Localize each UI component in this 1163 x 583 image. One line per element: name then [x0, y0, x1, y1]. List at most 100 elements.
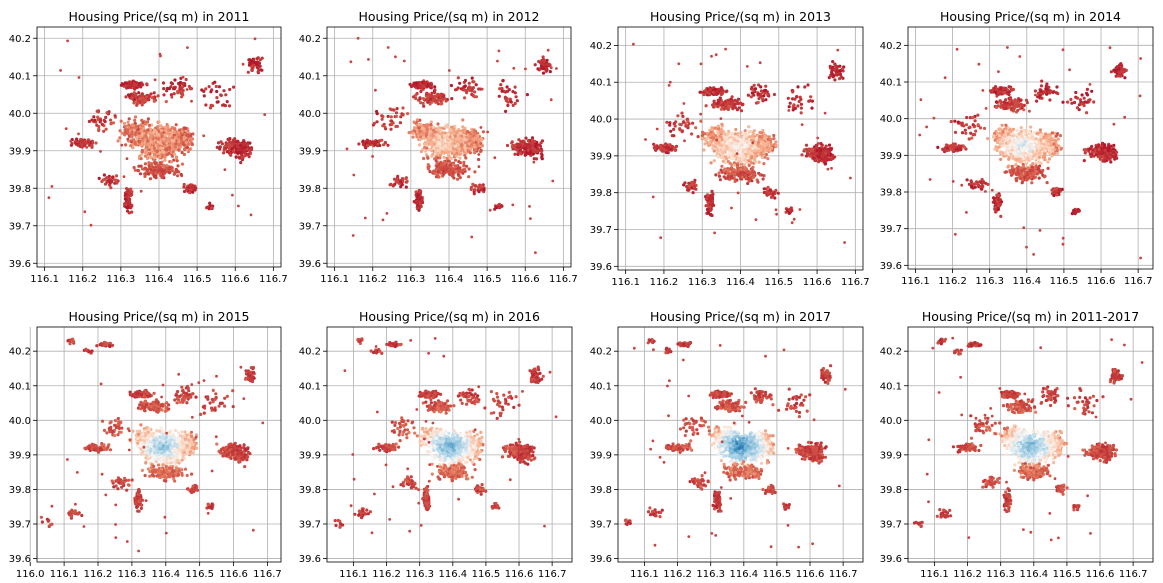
data-point [155, 149, 160, 153]
data-point [480, 184, 484, 188]
data-point [185, 88, 189, 91]
data-point [716, 124, 720, 128]
data-point [726, 107, 731, 112]
data-point [450, 173, 454, 177]
data-point [474, 147, 478, 152]
data-point [754, 137, 758, 141]
data-point [720, 122, 724, 126]
data-point [172, 172, 176, 176]
data-point [417, 143, 422, 147]
data-point [115, 180, 119, 184]
data-point [143, 166, 147, 170]
data-point [153, 128, 157, 132]
data-point [164, 148, 169, 152]
data-point [463, 84, 467, 88]
data-point [180, 174, 184, 178]
data-point [441, 140, 445, 144]
data-point [143, 134, 147, 138]
data-point [730, 131, 734, 135]
data-point [482, 188, 486, 192]
data-point [768, 148, 772, 153]
data-point [469, 86, 473, 90]
data-point [753, 142, 757, 146]
data-point [524, 67, 527, 71]
data-point [443, 166, 447, 170]
data-point [422, 156, 426, 161]
data-point [714, 173, 718, 177]
data-point [472, 80, 476, 84]
data-point [528, 205, 531, 208]
data-point [747, 163, 751, 168]
data-point [213, 80, 217, 84]
data-point [182, 185, 186, 189]
data-point [462, 160, 466, 164]
data-point [162, 131, 166, 135]
y-tick-label: 39.8 [590, 188, 612, 199]
data-point [434, 136, 438, 140]
data-point [167, 146, 171, 150]
data-point [167, 143, 172, 147]
data-point [390, 119, 394, 123]
data-point [97, 176, 101, 180]
data-point [549, 66, 553, 70]
data-point [513, 101, 517, 106]
data-point [436, 156, 440, 160]
y-tick-label: 39.6 [9, 259, 31, 270]
data-point [218, 147, 222, 151]
data-point [750, 151, 754, 156]
data-point [137, 131, 142, 135]
data-point [181, 75, 185, 79]
data-point [143, 98, 147, 102]
data-point [412, 129, 416, 133]
data-point [473, 184, 477, 188]
data-point [126, 137, 130, 141]
data-point [456, 129, 460, 133]
data-point [89, 223, 93, 227]
data-point [534, 157, 539, 161]
data-point [433, 85, 437, 89]
data-point [388, 107, 392, 111]
data-point [471, 138, 475, 142]
data-point [467, 81, 471, 85]
data-point [141, 83, 145, 87]
data-point [711, 192, 715, 196]
data-point [721, 140, 725, 145]
data-point [713, 92, 718, 96]
data-point [450, 143, 454, 147]
data-point [90, 118, 94, 122]
data-point [442, 169, 446, 174]
data-point [131, 146, 135, 150]
data-point [473, 90, 477, 94]
data-point [711, 133, 715, 137]
data-point [111, 175, 115, 179]
data-point [124, 130, 128, 134]
data-point [128, 80, 132, 84]
data-point [123, 202, 127, 206]
data-point [389, 115, 393, 119]
data-point [394, 55, 397, 59]
data-point [425, 128, 429, 132]
data-point [453, 88, 458, 92]
data-point [87, 119, 91, 124]
data-point [716, 155, 720, 159]
data-point [152, 99, 156, 103]
data-point [504, 109, 508, 113]
data-point [760, 134, 764, 138]
data-point [538, 144, 543, 148]
x-tick-label: 116.5 [473, 274, 502, 285]
data-point [164, 100, 168, 104]
data-point [141, 96, 145, 100]
chart-panel-2013: 116.1 116.2 116.3 116.4 116.5 116.6 116.739.63… [590, 9, 870, 288]
data-point [224, 142, 228, 146]
data-point [723, 100, 727, 104]
data-point [146, 97, 150, 101]
data-point [713, 134, 718, 138]
data-point [477, 153, 481, 156]
data-point [165, 131, 170, 135]
data-point [730, 141, 735, 145]
data-point [382, 122, 386, 126]
data-point [240, 151, 244, 155]
data-point [703, 89, 707, 93]
y-tick-label: 39.7 [590, 225, 612, 236]
data-point [750, 155, 754, 160]
